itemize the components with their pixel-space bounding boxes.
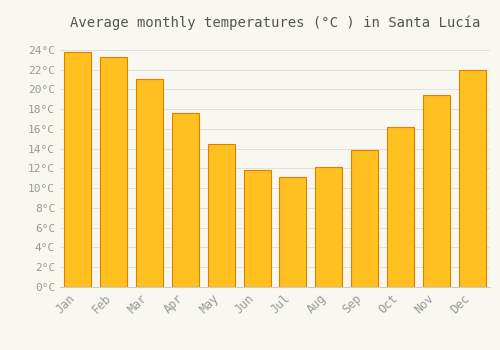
Title: Average monthly temperatures (°C ) in Santa Lucía: Average monthly temperatures (°C ) in Sa… — [70, 15, 480, 30]
Bar — [136, 79, 163, 287]
Bar — [351, 150, 378, 287]
Bar — [208, 144, 234, 287]
Bar — [316, 167, 342, 287]
Bar — [458, 70, 485, 287]
Bar — [280, 177, 306, 287]
Bar — [244, 170, 270, 287]
Bar — [100, 57, 127, 287]
Bar — [172, 113, 199, 287]
Bar — [64, 52, 92, 287]
Bar — [423, 95, 450, 287]
Bar — [387, 127, 414, 287]
